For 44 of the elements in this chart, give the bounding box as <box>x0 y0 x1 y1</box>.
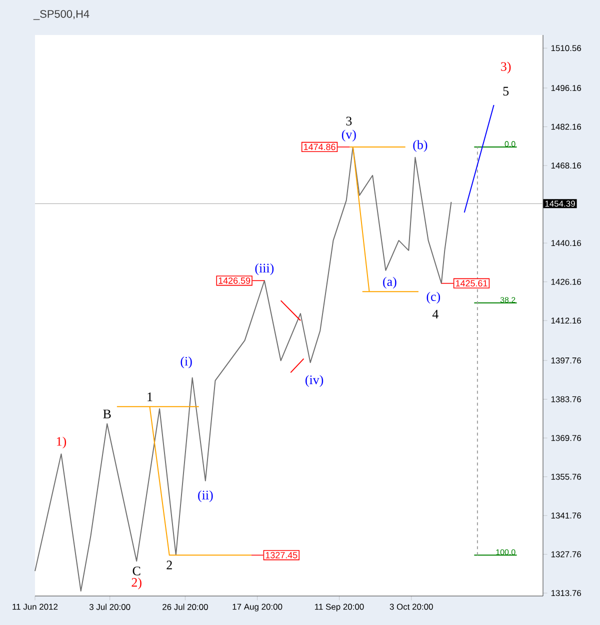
y-tick-label: 1369.76 <box>551 435 582 441</box>
x-tick-label: 3 Oct 20:00 <box>390 604 433 610</box>
x-tick-label: 3 Jul 20:00 <box>89 604 130 610</box>
x-tick-label: 17 Aug 20:00 <box>232 604 282 612</box>
y-tick-label: 1510.56 <box>551 45 582 52</box>
y-tick-label: 1496.16 <box>551 85 582 91</box>
y-tick-label: 1440.16 <box>551 240 582 246</box>
y-tick-label: 1383.76 <box>551 396 582 402</box>
x-tick-label: 11 Sep 20:00 <box>315 604 364 612</box>
annotation: (v) <box>342 130 356 142</box>
annotation: 3) <box>501 62 511 74</box>
y-tick-label: 1313.76 <box>551 590 582 596</box>
y-tick-label: 1482.16 <box>551 124 582 130</box>
y-tick-label: 1397.76 <box>551 357 582 364</box>
annotation: 1474.86 <box>304 144 336 150</box>
y-tick-label: 1426.16 <box>551 278 582 285</box>
annotation: 2 <box>166 560 172 570</box>
y-tick-label: 1412.16 <box>551 318 582 324</box>
annotation: 1327.45 <box>266 552 298 558</box>
annotation: (iii) <box>255 263 274 276</box>
y-tick-label: 1355.76 <box>551 474 582 480</box>
annotation: 1425.61 <box>456 280 488 287</box>
annotation: (b) <box>413 140 428 152</box>
annotation: 1 <box>148 392 152 402</box>
y-tick-label: 1468.16 <box>551 162 582 169</box>
annotation: (a) <box>383 276 396 289</box>
annotation: (c) <box>426 292 440 304</box>
y-tick-label: 1327.76 <box>551 551 582 558</box>
annotation: 4 <box>432 310 438 318</box>
chart-title: _SP500,H4 <box>33 10 90 20</box>
annotation: 2) <box>132 578 142 590</box>
annotation: 5 <box>503 86 509 96</box>
y-tick-label: 1341.76 <box>551 512 582 519</box>
x-tick-label: 26 Jul 20:00 <box>162 604 208 610</box>
annotation: 1) <box>56 436 66 448</box>
annotation: B <box>103 410 111 418</box>
annotation: 1426.59 <box>218 277 250 284</box>
x-tick-label: 11 Jun 2012 <box>12 604 58 610</box>
annotation: C <box>132 566 140 576</box>
annotation: (i) <box>180 356 192 368</box>
annotation: (ii) <box>198 490 213 502</box>
annotation: 3 <box>346 116 352 126</box>
annotation: (iv) <box>306 375 324 387</box>
ref-line-label: 1454.39 <box>545 200 575 207</box>
